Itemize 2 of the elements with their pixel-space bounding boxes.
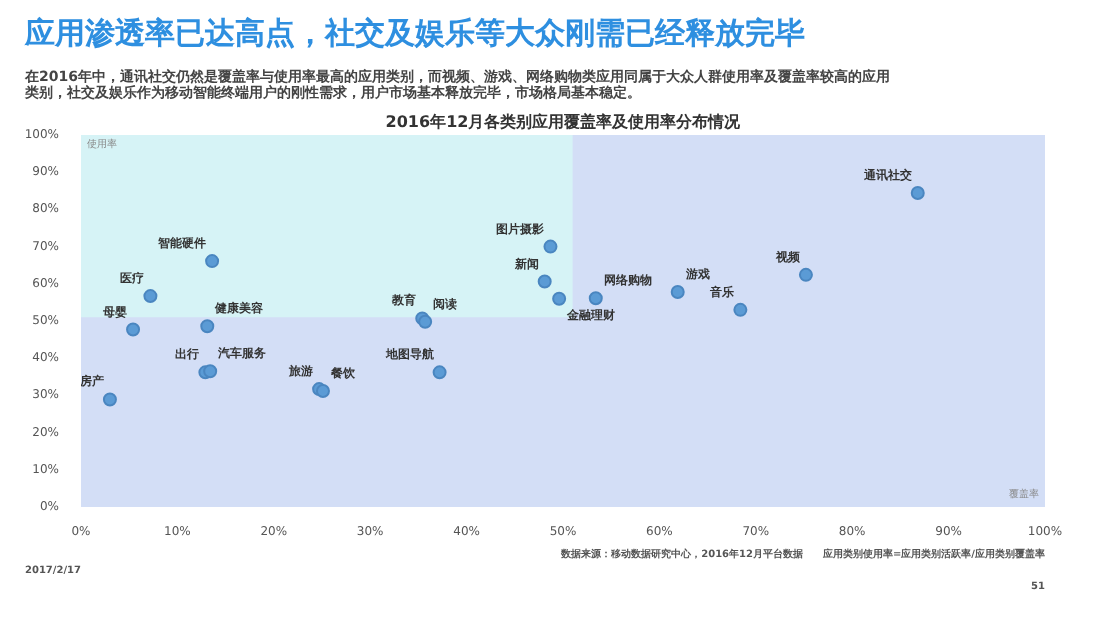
chart-title: 应用渗透率已达高点，社交及娱乐等大众刚需已经释放完毕 xyxy=(23,15,805,51)
text: 2016年12月各类别应用覆盖率及使用率分布情况 xyxy=(385,111,743,131)
